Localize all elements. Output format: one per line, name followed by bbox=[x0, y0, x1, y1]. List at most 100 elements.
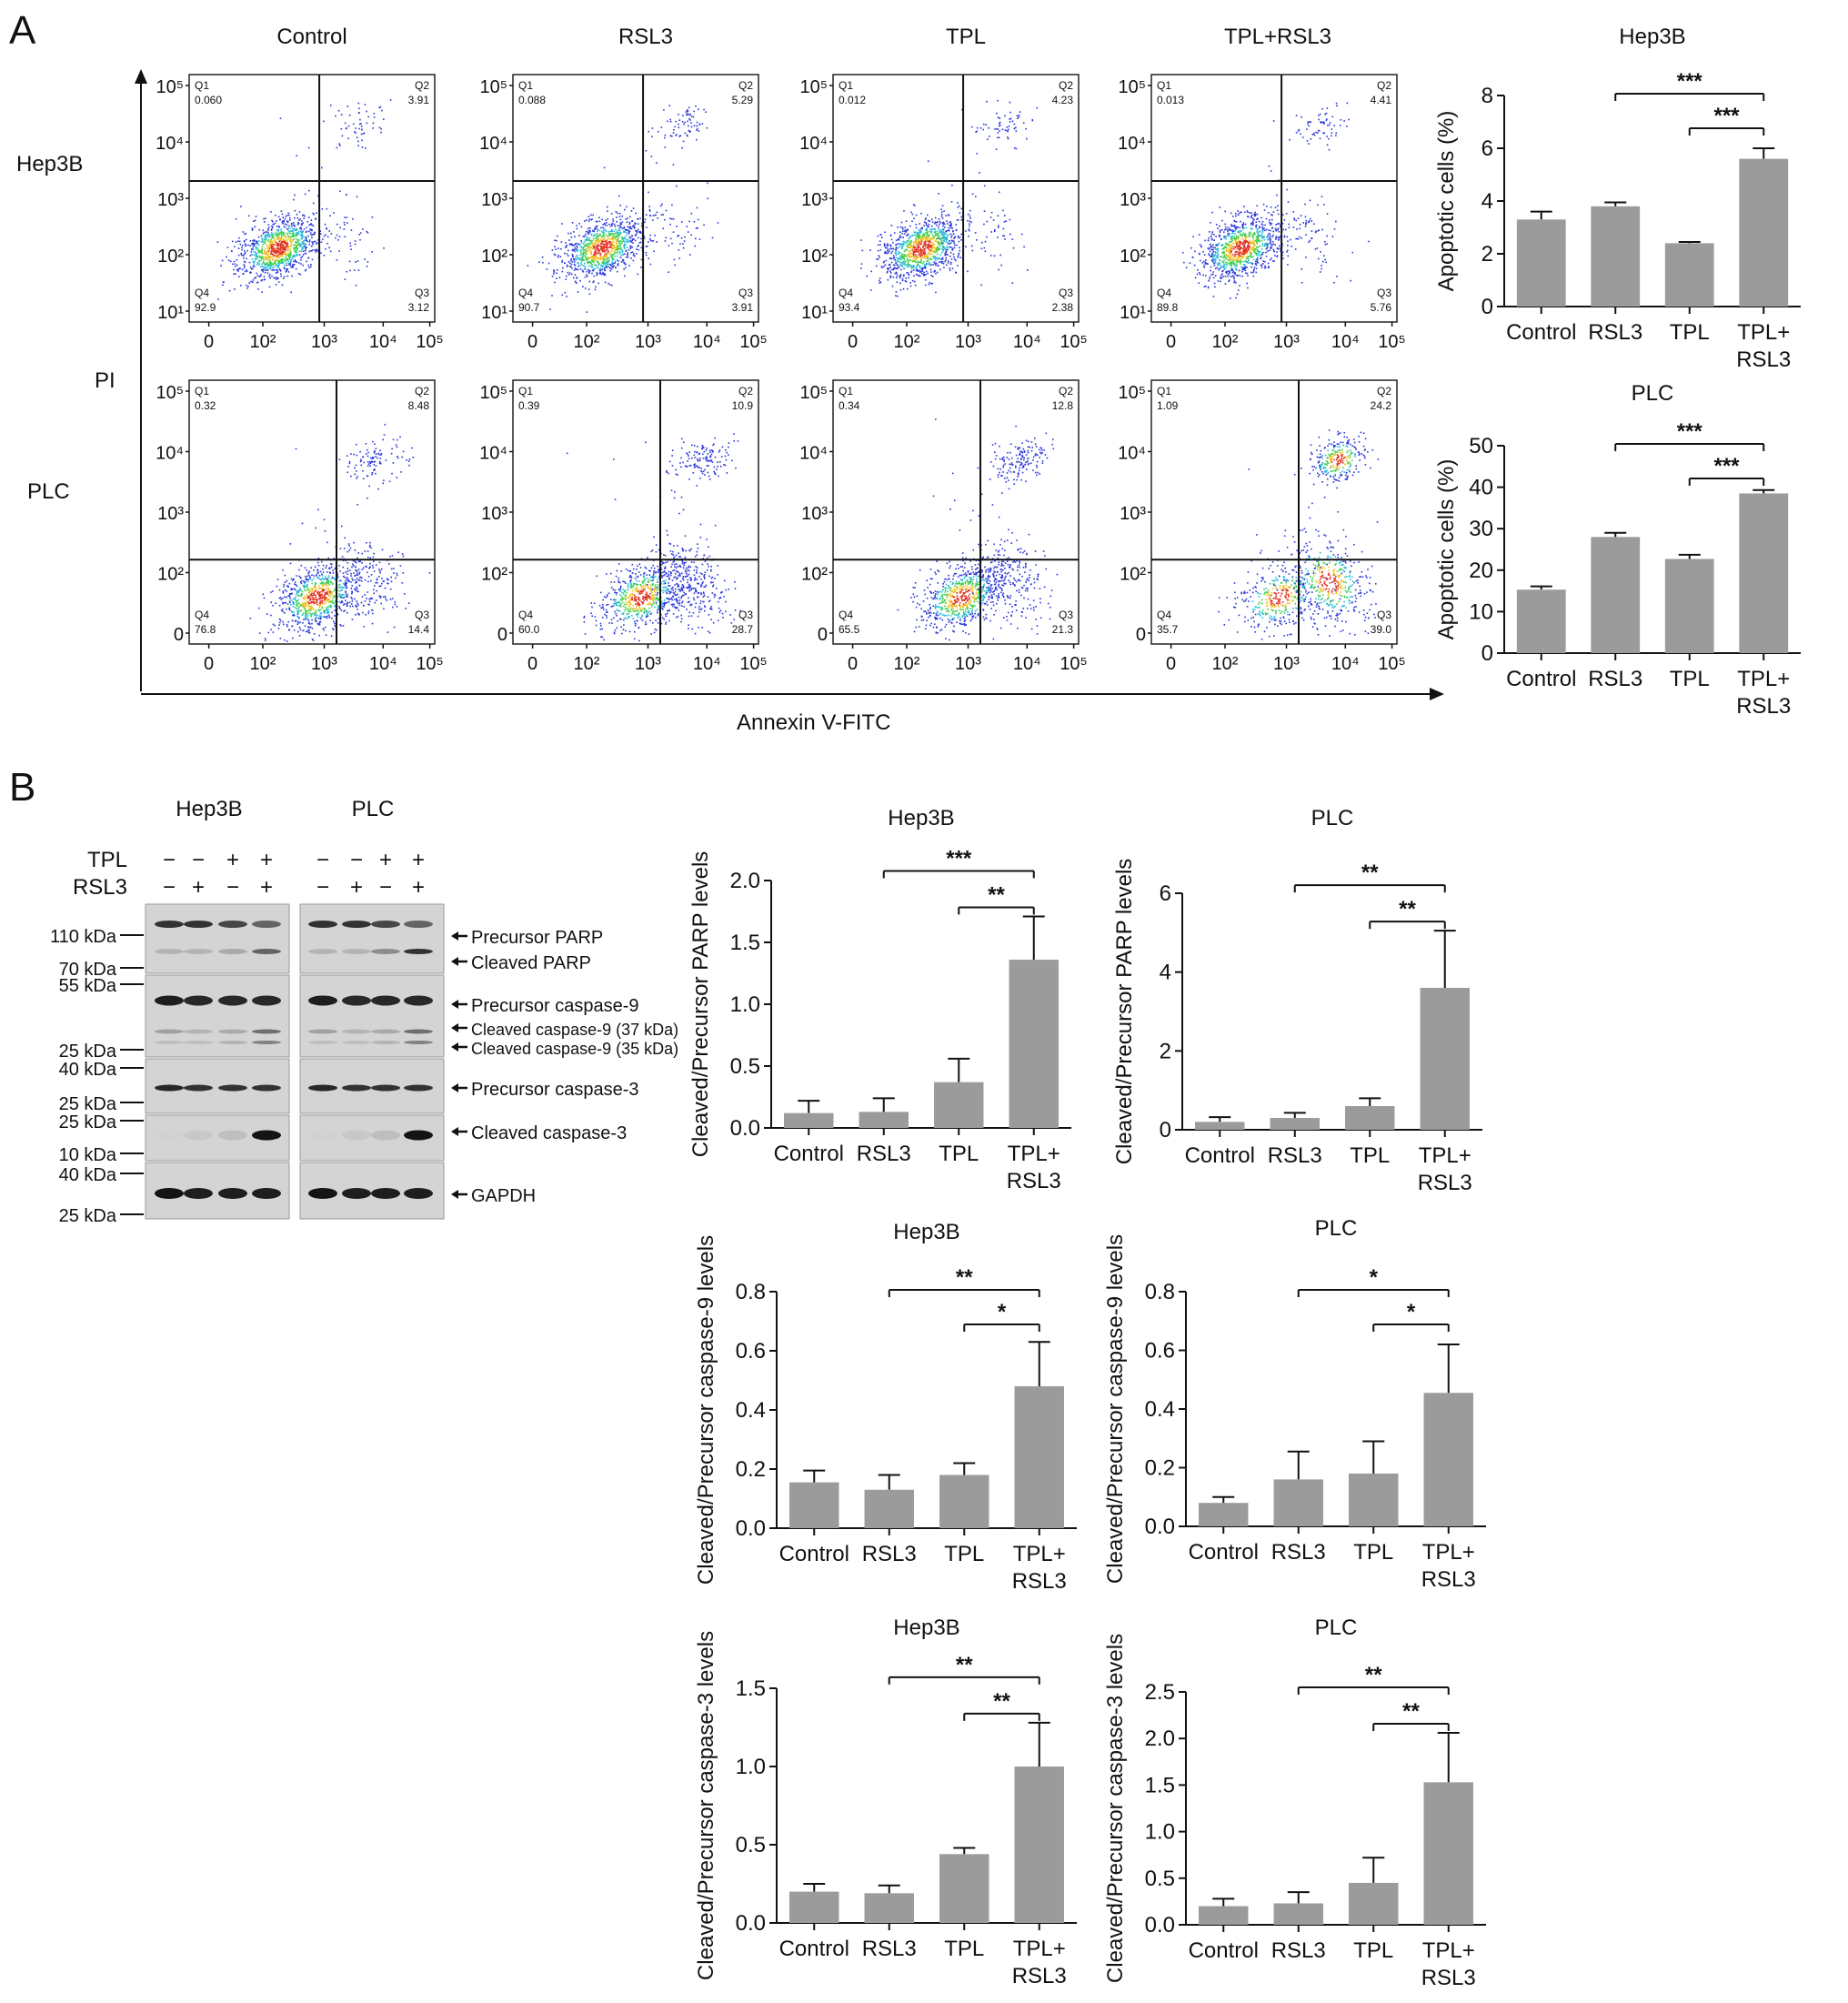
flow-event-dot bbox=[240, 285, 242, 287]
flow-event-dot bbox=[290, 242, 292, 245]
flow-event-dot bbox=[939, 268, 941, 271]
flow-event-dot bbox=[570, 237, 573, 238]
flow-event-dot bbox=[1237, 257, 1240, 260]
flow-event-dot bbox=[616, 259, 618, 261]
flow-event-dot bbox=[253, 220, 255, 222]
flow-event-dot bbox=[1270, 206, 1272, 208]
flow-event-dot bbox=[1322, 121, 1325, 124]
flow-event-dot bbox=[600, 230, 603, 233]
flow-event-dot bbox=[915, 261, 917, 264]
flow-event-dot bbox=[605, 241, 607, 243]
flow-event-dot bbox=[899, 288, 902, 291]
flow-event-dot bbox=[281, 221, 284, 224]
quadrant-percent: 0.060 bbox=[195, 94, 222, 106]
flow-event-dot bbox=[599, 245, 601, 247]
flow-event-dot bbox=[903, 259, 905, 262]
flow-event-dot bbox=[556, 239, 557, 242]
flow-event-dot bbox=[594, 257, 596, 259]
flow-event-dot bbox=[1271, 218, 1273, 221]
flow-event-dot bbox=[1287, 245, 1289, 247]
flow-event-dot bbox=[673, 129, 675, 131]
flow-event-dot bbox=[315, 589, 317, 591]
flow-event-dot bbox=[289, 256, 292, 257]
flow-event-dot bbox=[935, 257, 938, 259]
flow-event-dot bbox=[664, 218, 666, 221]
flow-event-dot bbox=[684, 121, 686, 124]
flow-event-dot bbox=[939, 230, 941, 233]
flow-event-dot bbox=[589, 257, 592, 259]
flow-event-dot bbox=[929, 258, 931, 260]
flow-event-dot bbox=[618, 248, 620, 250]
flow-event-dot bbox=[258, 264, 260, 266]
flow-event-dot bbox=[237, 247, 240, 249]
flow-event-dot bbox=[325, 234, 326, 236]
flow-event-dot bbox=[657, 217, 658, 219]
flow-event-dot bbox=[656, 211, 658, 214]
flow-event-dot bbox=[998, 268, 999, 271]
flow-event-dot bbox=[927, 160, 929, 162]
flow-event-dot bbox=[1261, 236, 1263, 238]
flow-event-dot bbox=[949, 246, 951, 248]
flow-event-dot bbox=[360, 601, 363, 604]
flow-event-dot bbox=[1256, 230, 1259, 232]
flow-event-dot bbox=[283, 242, 286, 244]
flow-event-dot bbox=[619, 247, 621, 250]
flow-event-dot bbox=[693, 125, 696, 126]
flow-event-dot bbox=[627, 226, 629, 228]
flow-event-dot bbox=[295, 234, 297, 237]
col-header-rsl3: RSL3 bbox=[618, 25, 673, 49]
flow-event-dot bbox=[860, 239, 862, 241]
flow-event-dot bbox=[1248, 247, 1250, 250]
flow-event-dot bbox=[267, 246, 270, 248]
flow-event-dot bbox=[1232, 256, 1234, 257]
flow-event-dot bbox=[596, 235, 598, 237]
flow-event-dot bbox=[609, 238, 611, 240]
flow-event-dot bbox=[301, 236, 304, 237]
flow-event-dot bbox=[925, 274, 927, 276]
flow-event-dot bbox=[892, 241, 894, 244]
flow-event-dot bbox=[1313, 223, 1315, 225]
flow-event-dot bbox=[1276, 251, 1278, 253]
flow-event-dot bbox=[625, 218, 628, 220]
flow-event-dot bbox=[618, 227, 620, 229]
flow-event-dot bbox=[316, 212, 317, 214]
flow-event-dot bbox=[253, 263, 256, 265]
flow-event-dot bbox=[926, 244, 929, 247]
flow-event-dot bbox=[602, 255, 605, 257]
flow-event-dot bbox=[241, 268, 244, 271]
flow-event-dot bbox=[248, 261, 251, 264]
flow-event-dot bbox=[290, 259, 292, 262]
flow-event-dot bbox=[999, 254, 1001, 257]
flow-event-dot bbox=[952, 229, 954, 232]
flow-event-dot bbox=[584, 276, 587, 278]
flow-event-dot bbox=[899, 235, 901, 237]
flow-event-dot bbox=[275, 259, 276, 261]
flow-event-dot bbox=[282, 234, 285, 237]
flow-event-dot bbox=[1317, 132, 1319, 134]
flow-event-dot bbox=[280, 237, 282, 240]
flow-event-dot bbox=[1320, 121, 1321, 123]
flow-event-dot bbox=[1245, 235, 1247, 237]
flow-event-dot bbox=[927, 247, 929, 248]
flow-event-dot bbox=[1230, 261, 1232, 264]
flow-event-dot bbox=[913, 275, 915, 277]
col-header-tpl-rsl3: TPL+RSL3 bbox=[1224, 25, 1331, 49]
flow-event-dot bbox=[682, 115, 684, 116]
flow-event-dot bbox=[919, 253, 920, 256]
flow-event-dot bbox=[1240, 241, 1242, 243]
flow-event-dot bbox=[626, 232, 628, 235]
flow-event-dot bbox=[286, 608, 287, 610]
flow-event-dot bbox=[306, 599, 308, 602]
flow-event-dot bbox=[1240, 256, 1243, 258]
flow-event-dot bbox=[312, 601, 314, 603]
flow-event-dot bbox=[296, 255, 298, 257]
flow-event-dot bbox=[266, 268, 268, 270]
flow-event-dot bbox=[1214, 261, 1217, 264]
flow-event-dot bbox=[565, 247, 567, 248]
flow-event-dot bbox=[272, 226, 274, 228]
flow-x-axis-arrowhead bbox=[1430, 688, 1444, 700]
flow-event-dot bbox=[270, 257, 272, 259]
flow-event-dot bbox=[373, 116, 376, 118]
flow-event-dot bbox=[886, 267, 889, 269]
flow-event-dot bbox=[902, 256, 904, 258]
